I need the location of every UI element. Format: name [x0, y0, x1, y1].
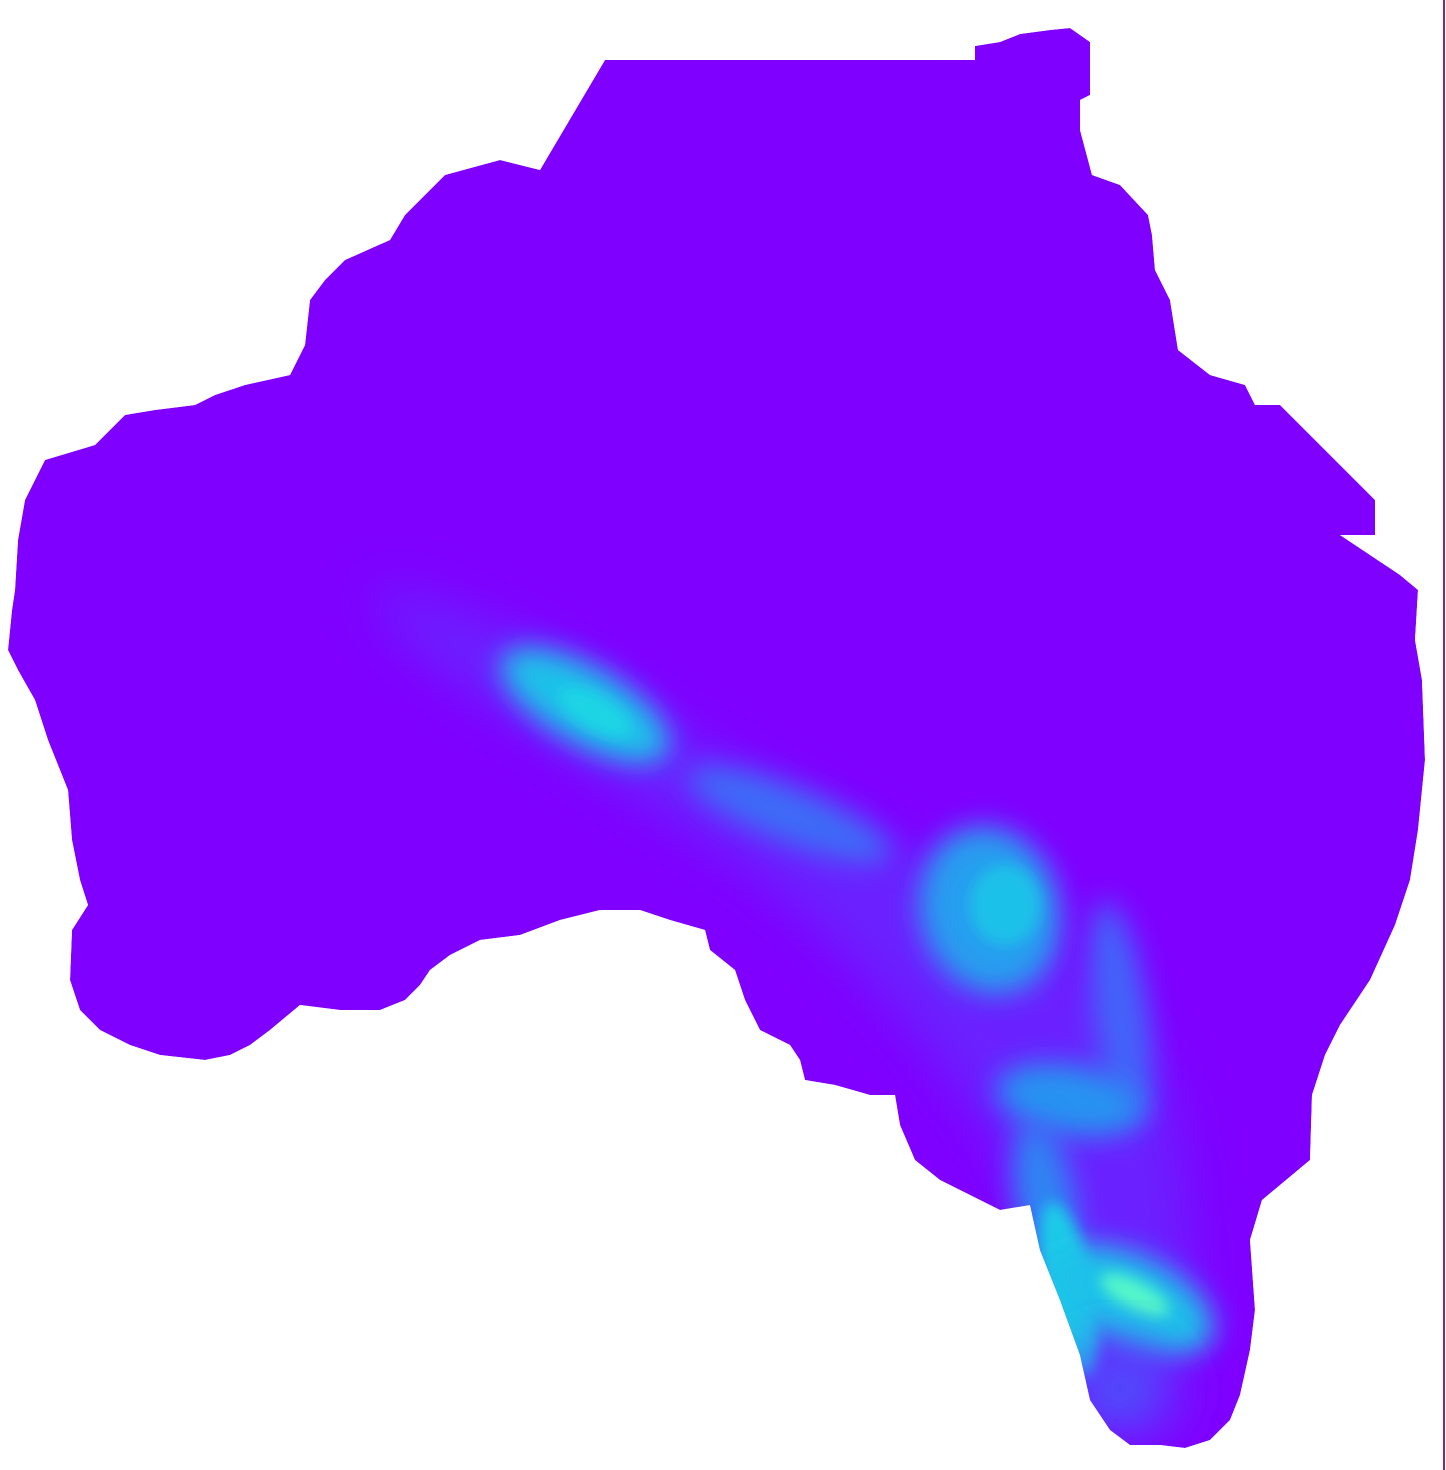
- heat-east-streak: [1088, 901, 1152, 1119]
- region-layer: [8, 28, 1425, 1448]
- map-border-line: [1443, 0, 1445, 1470]
- heat-ridge-mid: [687, 766, 893, 864]
- heat-layer: [370, 585, 1214, 1435]
- heat-east-cluster-core: [970, 865, 1040, 945]
- heat-central-ridge-core: [559, 687, 631, 737]
- heat-channel: [995, 1063, 1145, 1137]
- heat-south-tip-core: [1100, 1273, 1170, 1317]
